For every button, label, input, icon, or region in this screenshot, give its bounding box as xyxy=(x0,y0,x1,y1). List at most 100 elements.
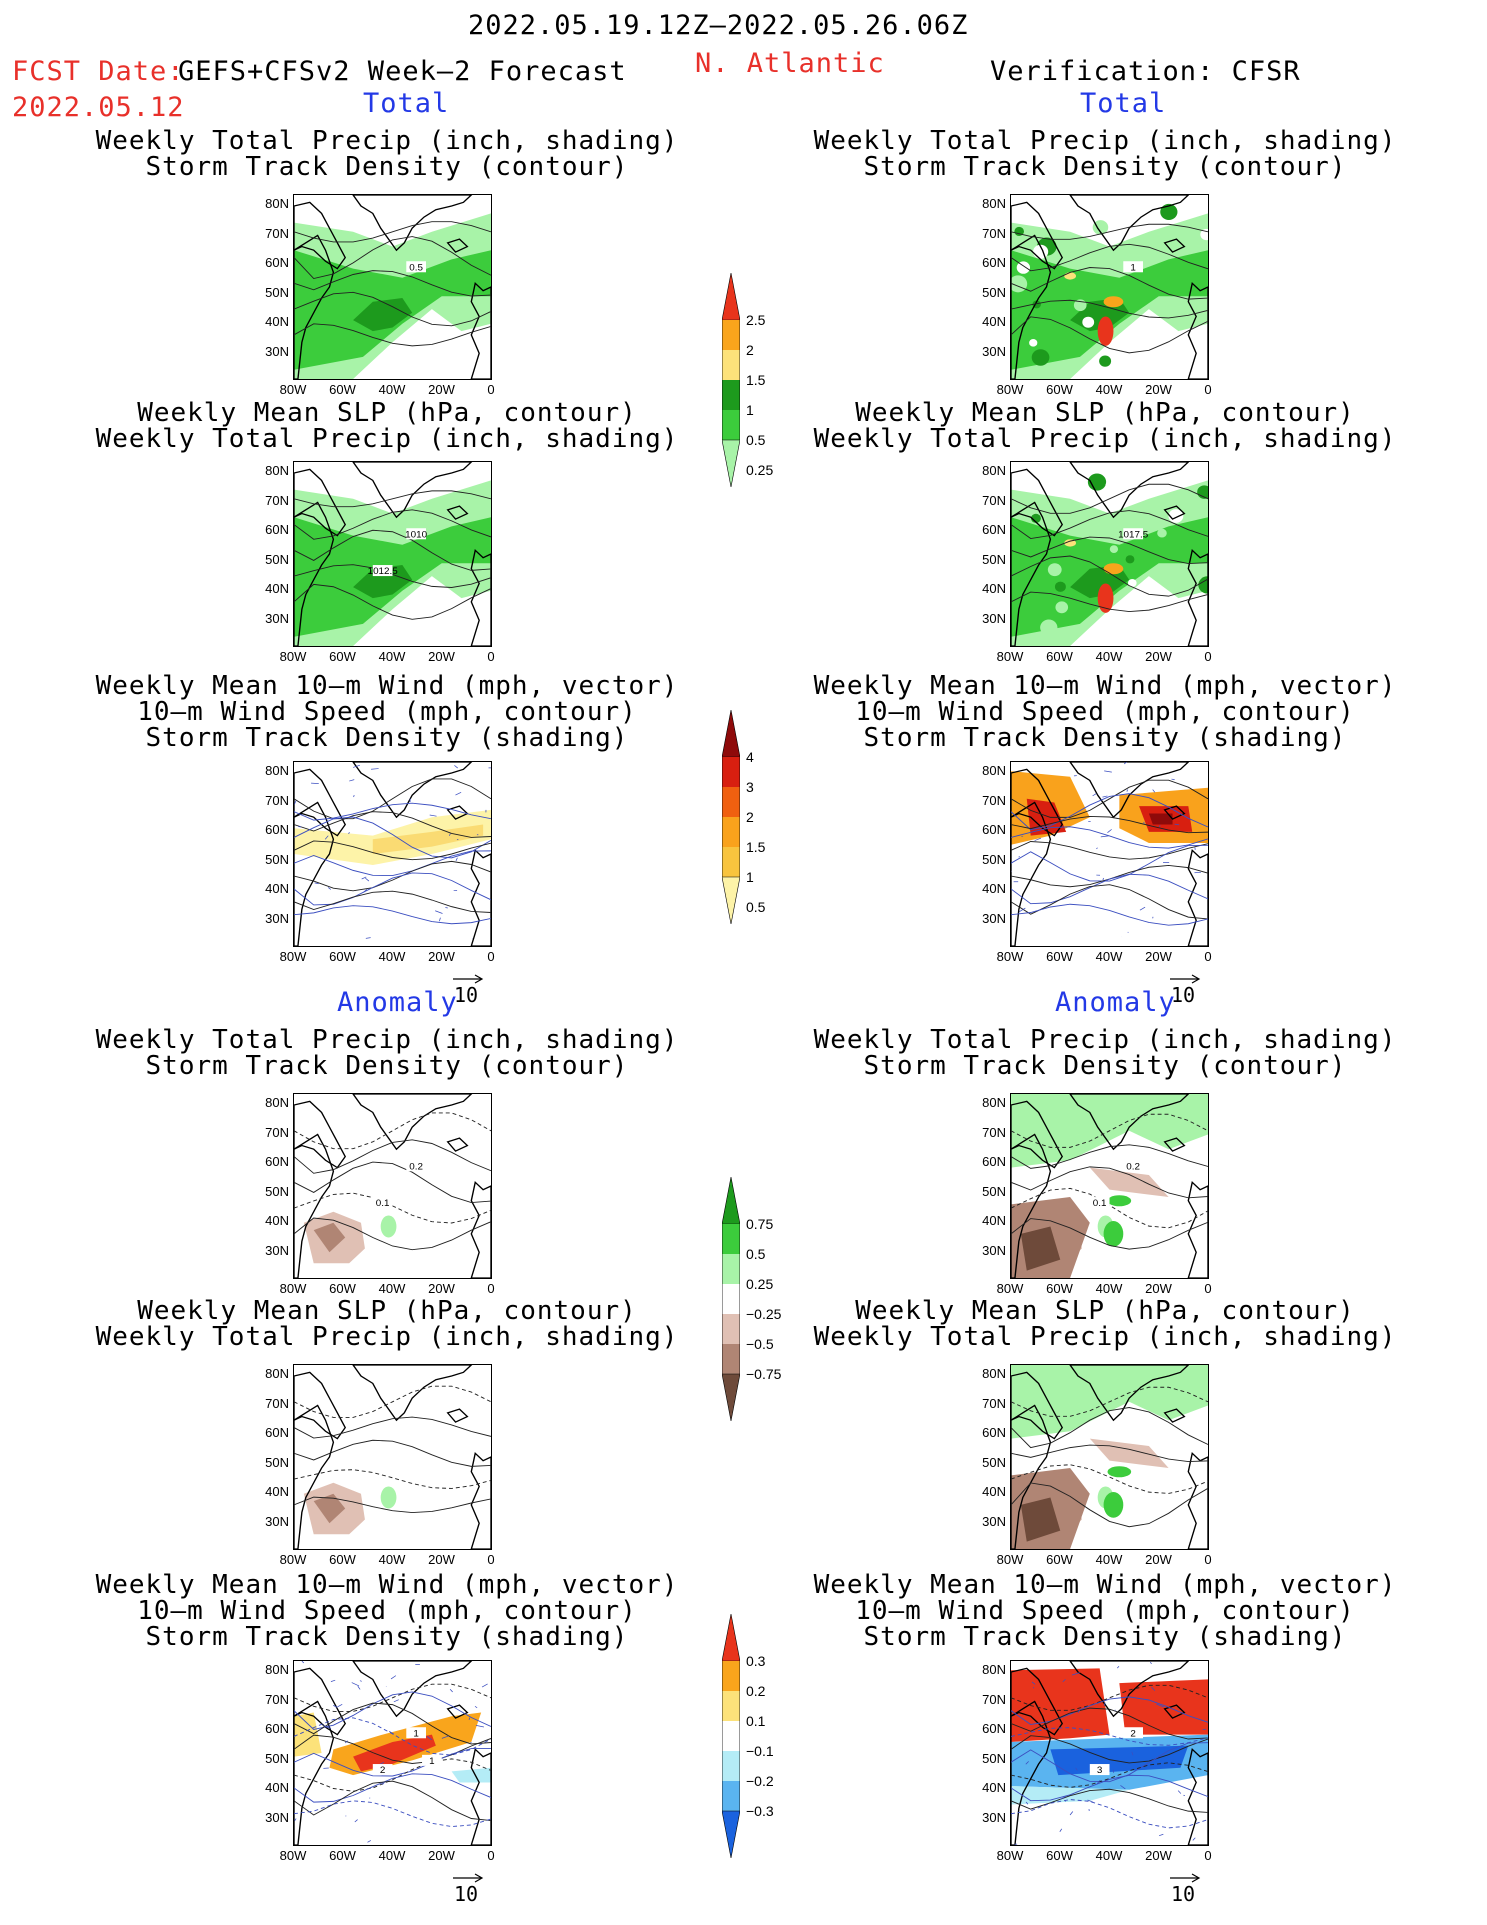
lon-tick-label: 80W xyxy=(279,1552,307,1567)
lon-tick-label: 20W xyxy=(1145,949,1172,964)
map-canvas: 1 2 1 xyxy=(294,1661,491,1845)
lon-tick-label: 40W xyxy=(378,649,406,664)
colorbar-label: −0.75 xyxy=(746,1366,782,1382)
contour-label: 1010 xyxy=(405,530,427,541)
colorbar-label: 0.25 xyxy=(746,462,774,478)
lat-tick-label: 70N xyxy=(265,1124,289,1140)
contour-label-bg xyxy=(406,1727,426,1739)
lat-tick-label: 30N xyxy=(982,343,1006,359)
period-title: 2022.05.19.12Z–2022.05.26.06Z xyxy=(468,10,969,41)
lat-tick-label: 60N xyxy=(982,522,1006,537)
lat-tick-label: 60N xyxy=(265,1425,289,1440)
lon-tick-label: 60W xyxy=(329,1281,356,1296)
colorbar-label: 0.25 xyxy=(746,1276,774,1292)
contour-label: 0.1 xyxy=(376,1199,390,1210)
fcst-label: FCST Date: xyxy=(12,56,185,87)
contour-label-bg xyxy=(1123,261,1143,273)
panel-title-line: Storm Track Density (shading) xyxy=(145,1622,629,1652)
contour-label-bg xyxy=(406,1160,426,1172)
lat-tick-label: 70N xyxy=(982,1124,1006,1140)
lon-tick-label: 20W xyxy=(1145,649,1172,664)
section-total-verification: Total xyxy=(1080,88,1167,119)
map-canvas: 23 xyxy=(1011,1661,1208,1845)
lon-tick-label: 40W xyxy=(1095,649,1123,664)
lat-tick-label: 50N xyxy=(265,284,289,300)
colorbar-label: 0.5 xyxy=(746,899,766,915)
lat-tick-label: 40N xyxy=(265,581,289,596)
lon-tick-label: 60W xyxy=(329,949,356,964)
contour-label-bg xyxy=(1089,1197,1110,1209)
colorbar-label: −0.2 xyxy=(746,1773,774,1789)
colorbar-swatch xyxy=(722,847,740,877)
section-total-forecast: Total xyxy=(363,88,450,119)
colorbar-anom_precip xyxy=(722,1177,740,1421)
map-plot: 1 xyxy=(1010,194,1209,380)
lat-tick-label: 80N xyxy=(265,463,289,478)
panel-title-line: 10–m Wind Speed (mph, contour) xyxy=(137,697,637,727)
colorbar-swatch xyxy=(722,1373,740,1421)
lat-tick-label: 60N xyxy=(982,1721,1006,1736)
vector-reference-label: 10 xyxy=(454,983,479,1007)
vector-reference-label: 10 xyxy=(1171,1882,1196,1906)
panel-title-line: Weekly Total Precip (inch, shading) xyxy=(813,424,1397,454)
lon-tick-label: 20W xyxy=(428,949,455,964)
lon-tick-label: 20W xyxy=(1145,382,1172,397)
panel-title-line: Weekly Total Precip (inch, shading) xyxy=(813,126,1397,156)
lon-tick-label: 40W xyxy=(378,382,406,397)
lon-tick-label: 40W xyxy=(1095,382,1123,397)
contour-label-bg xyxy=(1123,1160,1143,1172)
lon-tick-label: 0 xyxy=(487,649,495,664)
lon-tick-label: 20W xyxy=(428,649,455,664)
lon-tick-label: 80W xyxy=(996,649,1024,664)
lon-tick-label: 60W xyxy=(329,649,356,664)
lon-tick-label: 0 xyxy=(487,949,495,964)
panel-title-line: 10–m Wind Speed (mph, contour) xyxy=(855,1596,1355,1626)
colorbar-swatch xyxy=(722,1314,740,1344)
lat-tick-label: 40N xyxy=(982,881,1006,896)
colorbar-label: 0.2 xyxy=(746,1683,766,1699)
colorbar-swatch xyxy=(722,1224,740,1254)
colorbar-label: 1.5 xyxy=(746,839,766,855)
panel-title-line: Weekly Total Precip (inch, shading) xyxy=(95,126,679,156)
lat-tick-label: 60N xyxy=(265,255,289,270)
lon-tick-label: 60W xyxy=(329,1552,356,1567)
lon-tick-label: 40W xyxy=(1095,1552,1123,1567)
lon-tick-label: 40W xyxy=(1095,1281,1123,1296)
contour-label: 2 xyxy=(1130,1729,1135,1740)
panel-title-line: Weekly Mean 10–m Wind (mph, vector) xyxy=(813,671,1397,701)
lat-tick-label: 70N xyxy=(982,225,1006,241)
map-plot: 1017.5 xyxy=(1010,461,1209,647)
panel-title-line: Storm Track Density (shading) xyxy=(863,723,1347,753)
lon-tick-label: 0 xyxy=(1204,1848,1212,1863)
colorbar-swatch xyxy=(722,876,740,924)
lat-tick-label: 30N xyxy=(982,1809,1006,1825)
lon-tick-label: 0 xyxy=(1204,649,1212,664)
contour-label-bg xyxy=(406,528,426,540)
colorbar-swatch xyxy=(722,1721,740,1751)
lat-tick-label: 50N xyxy=(982,284,1006,300)
panel-title-line: 10–m Wind Speed (mph, contour) xyxy=(137,1596,637,1626)
colorbar-swatch xyxy=(722,1177,740,1225)
panel-title-line: Weekly Mean 10–m Wind (mph, vector) xyxy=(95,1570,679,1600)
colorbar-label: 1 xyxy=(746,402,754,418)
panel-title-line: Weekly Mean SLP (hPa, contour) xyxy=(855,398,1355,428)
colorbar-label: 0.5 xyxy=(746,432,766,448)
lat-tick-label: 50N xyxy=(265,1750,289,1766)
colorbar-swatch xyxy=(722,1781,740,1811)
lon-tick-label: 80W xyxy=(996,382,1024,397)
lat-tick-label: 40N xyxy=(982,314,1006,329)
map-plot: 0.2 0.1 xyxy=(1010,1093,1209,1279)
contour-label: 0.1 xyxy=(1093,1199,1107,1210)
lon-tick-label: 80W xyxy=(996,1281,1024,1296)
colorbar-swatch xyxy=(722,439,740,487)
lat-tick-label: 70N xyxy=(265,492,289,508)
colorbar-label: −0.25 xyxy=(746,1306,782,1322)
contour-label: 0.5 xyxy=(409,263,423,274)
lat-tick-label: 60N xyxy=(982,1154,1006,1169)
lat-tick-label: 80N xyxy=(982,463,1006,478)
contour-label-bg xyxy=(406,261,426,273)
colorbar-label: 2.5 xyxy=(746,312,766,328)
lat-tick-label: 60N xyxy=(265,822,289,837)
lat-tick-label: 70N xyxy=(982,492,1006,508)
